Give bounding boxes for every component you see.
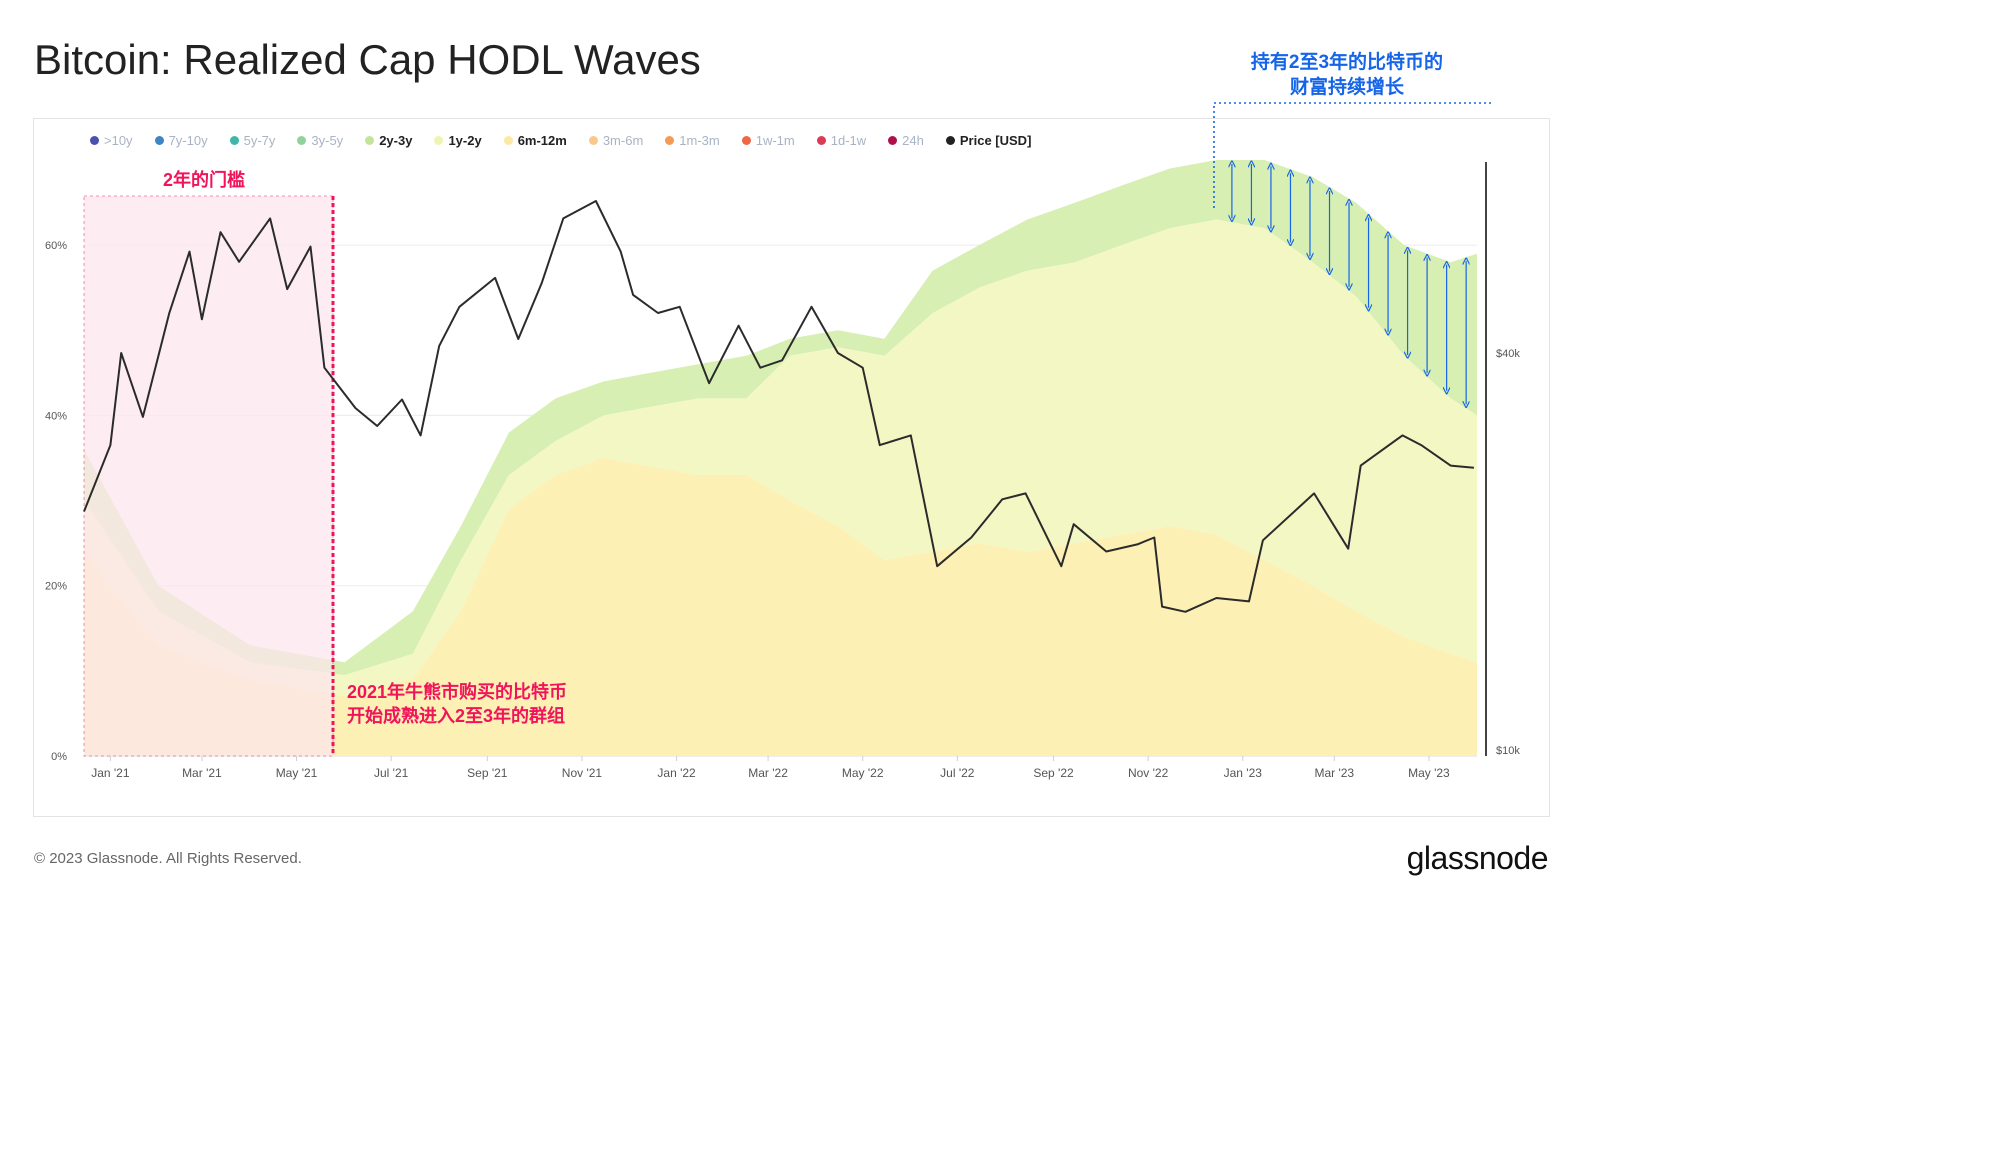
legend-label: >10y (104, 132, 133, 148)
legend-item[interactable]: 2y-3y (365, 131, 412, 149)
legend-label: 3y-5y (311, 132, 344, 148)
y-left-tick-label: 40% (45, 410, 67, 422)
hodl-waves-chart: 0% 20% 40% 60% $10k $40k Jan '21 Mar '21 May '21… (45, 102, 1520, 780)
area-band-1y-2y (84, 219, 1477, 697)
threshold-label: 2年的门槛 (163, 170, 246, 190)
legend-item[interactable]: 24h (888, 131, 924, 149)
legend-label: Price [USD] (959, 132, 1032, 148)
legend-label: 1m-3m (679, 132, 720, 148)
area-band-2y-3y (84, 160, 1477, 676)
x-tick-label: Jul '21 (374, 766, 409, 780)
legend-item[interactable]: 7y-10y (154, 131, 208, 149)
legend-swatch (665, 135, 675, 145)
threshold-box (84, 196, 333, 756)
bull-bear-note-line1: 2021年牛熊市购买的比特币 (347, 682, 568, 702)
legend-swatch (888, 135, 898, 145)
legend-swatch (945, 135, 955, 145)
legend-swatch (365, 135, 375, 145)
x-tick-label: May '21 (276, 766, 318, 780)
legend-label: 2y-3y (379, 132, 413, 148)
legend-swatch (229, 135, 239, 145)
x-tick-label: Nov '21 (562, 766, 603, 780)
legend-label: 1d-1w (830, 132, 867, 148)
wealth-note-line2: 财富持续增长 (1289, 77, 1404, 98)
price-line (83, 200, 1474, 613)
x-tick-label: May '22 (842, 766, 884, 780)
wealth-note-line1: 持有2至3年的比特币的 (1250, 52, 1444, 73)
y-left-tick-label: 20% (45, 581, 67, 593)
chart-legend: >10y 7y-10y 5y-7y 3y-5y 2y-3y 1y-2y 6m-12m 3m-6… (90, 131, 1053, 149)
y-right-tick-label: $40k (1496, 348, 1520, 360)
legend-item[interactable]: 6m-12m (503, 131, 567, 149)
wealth-bracket (1213, 102, 1493, 208)
legend-swatch (297, 135, 307, 145)
legend-item[interactable]: 5y-7y (229, 131, 276, 149)
legend-swatch (741, 135, 751, 145)
legend-swatch (90, 135, 99, 145)
legend-label: 24h (902, 132, 924, 148)
legend-item[interactable]: Price [USD] (945, 131, 1032, 149)
brand-logo: glassnode (1406, 840, 1549, 876)
x-tick-label: May '23 (1408, 766, 1450, 780)
legend-swatch (434, 135, 444, 145)
x-tick-label: Mar '23 (1314, 766, 1354, 780)
legend-swatch (154, 135, 164, 145)
x-tick-label: Sep '21 (467, 766, 508, 780)
legend-label: 1w-1m (755, 132, 795, 148)
legend-item[interactable]: 1w-1m (741, 131, 795, 149)
y-left-tick-label: 0% (51, 751, 67, 763)
bull-bear-note-line2: 开始成熟进入2至3年的群组 (347, 706, 566, 726)
copyright-footer: © 2023 Glassnode. All Rights Reserved. (34, 850, 302, 867)
legend-item[interactable]: 3m-6m (588, 131, 644, 149)
legend-item[interactable]: >10y (90, 131, 133, 149)
legend-label: 6m-12m (517, 132, 567, 148)
y-right-tick-label: $10k (1496, 745, 1520, 757)
x-tick-label: Jul '22 (940, 766, 975, 780)
x-tick-label: Mar '21 (182, 766, 222, 780)
area-band-6m-12m (84, 458, 1477, 756)
legend-item[interactable]: 1d-1w (816, 131, 867, 149)
legend-item[interactable]: 1y-2y (434, 131, 482, 149)
legend-swatch (503, 135, 513, 145)
x-tick-label: Jan '21 (91, 766, 130, 780)
legend-swatch (816, 135, 826, 145)
legend-swatch (588, 135, 598, 145)
x-tick-label: Jan '22 (657, 766, 696, 780)
y-left-tick-label: 60% (45, 240, 67, 252)
x-tick-label: Jan '23 (1224, 766, 1263, 780)
legend-label: 1y-2y (448, 132, 482, 148)
legend-label: 7y-10y (168, 132, 208, 148)
x-tick-label: Sep '22 (1033, 766, 1074, 780)
x-tick-label: Mar '22 (748, 766, 788, 780)
legend-item[interactable]: 1m-3m (665, 131, 720, 149)
x-tick-label: Nov '22 (1128, 766, 1169, 780)
page-title: Bitcoin: Realized Cap HODL Waves (34, 36, 701, 83)
legend-item[interactable]: 3y-5y (297, 131, 343, 149)
legend-label: 5y-7y (243, 132, 276, 148)
legend-label: 3m-6m (602, 132, 644, 148)
